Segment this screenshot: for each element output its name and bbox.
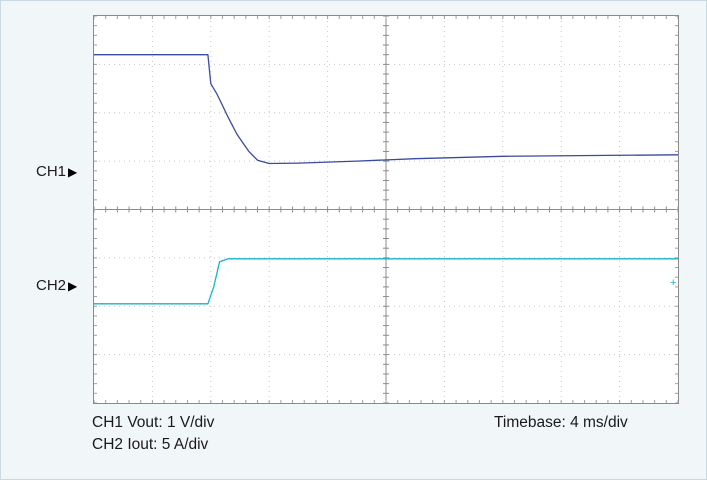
arrow-right-icon: ▶ xyxy=(68,278,78,293)
scope-plot: + xyxy=(94,16,678,403)
ch1-marker: CH1 ▶ xyxy=(36,163,77,180)
scope-screen: + xyxy=(93,15,679,404)
ch1-marker-label: CH1 xyxy=(36,163,67,180)
arrow-right-icon: ▶ xyxy=(68,164,78,179)
trace-ch2 xyxy=(94,258,678,305)
trace-ch1 xyxy=(94,54,678,165)
ch2-scale-label: CH2 Iout: 5 A/div xyxy=(92,436,209,453)
ch2-offset-marker-icon: + xyxy=(670,277,676,289)
ch2-marker-label: CH2 xyxy=(36,277,67,294)
timebase-label: Timebase: 4 ms/div xyxy=(494,414,628,431)
ch1-scale-label: CH1 Vout: 1 V/div xyxy=(92,414,215,431)
ch2-marker: CH2 ▶ xyxy=(36,277,77,294)
